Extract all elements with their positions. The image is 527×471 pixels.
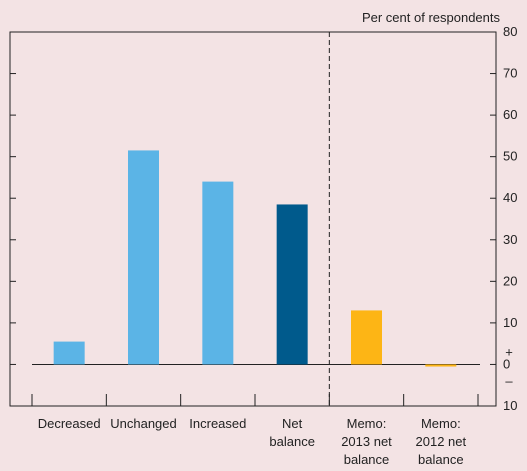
x-category-label: balance: [269, 434, 315, 449]
minus-sign-label: –: [505, 373, 513, 388]
bar: [202, 181, 234, 365]
y-tick-label: 10: [503, 315, 517, 330]
plus-sign-label: +: [505, 344, 513, 359]
y-tick-label: 50: [503, 149, 517, 164]
x-category-label: 2013 net: [341, 434, 392, 449]
x-category-label: Decreased: [38, 416, 101, 431]
y-tick-label: 20: [503, 273, 517, 288]
x-category-label: Increased: [189, 416, 246, 431]
bar: [425, 364, 457, 367]
x-category-label: 2012 net: [416, 434, 467, 449]
x-category-label: Net: [282, 416, 303, 431]
x-category-label: Memo:: [347, 416, 387, 431]
y-tick-label: 40: [503, 190, 517, 205]
y-tick-label: 70: [503, 66, 517, 81]
bar: [276, 204, 308, 365]
bar: [128, 150, 159, 365]
y-tick-label: 0: [503, 356, 510, 371]
x-category-label: balance: [344, 452, 390, 467]
x-category-label: balance: [418, 452, 464, 467]
x-category-label: Unchanged: [110, 416, 177, 431]
plot-frame: [9, 31, 497, 407]
y-tick-label: 10: [503, 398, 517, 413]
y-tick-label: 30: [503, 232, 517, 247]
x-category-label: Memo:: [421, 416, 461, 431]
plot-area: 80 70 60 50 40 30 20 10 0 10 + – Decreased Unchanged I…: [9, 24, 517, 467]
y-tick-label: 60: [503, 107, 517, 122]
y-tick-label: 80: [503, 24, 517, 39]
bar: [351, 310, 382, 365]
bar: [53, 341, 85, 365]
y-axis-title: Per cent of respondents: [362, 10, 501, 25]
